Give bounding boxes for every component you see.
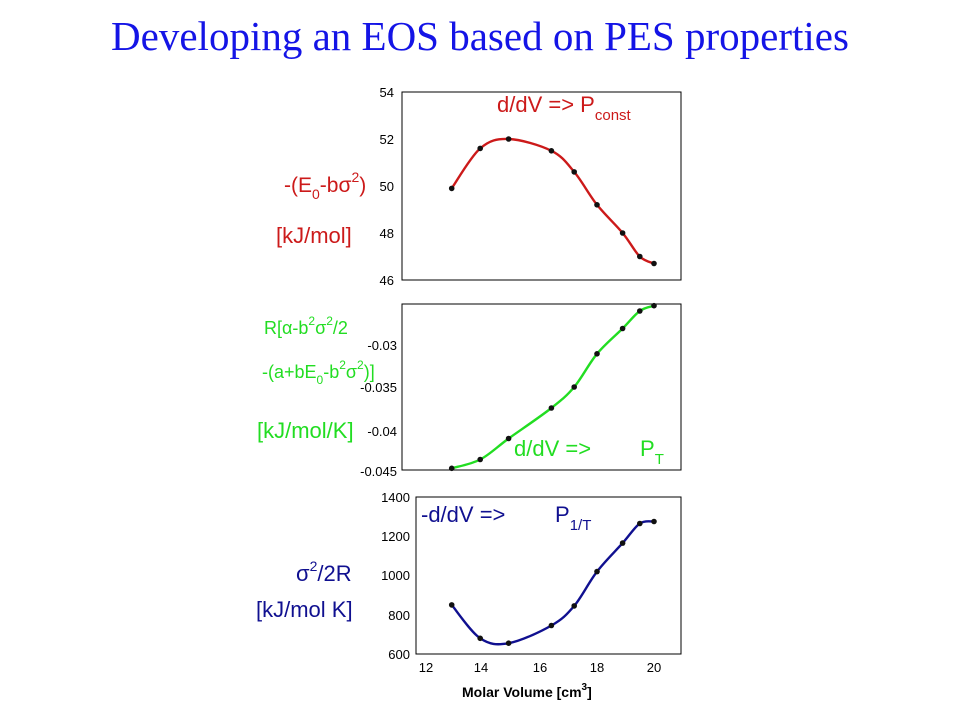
panel3-annotation-target: P1/T: [555, 502, 591, 534]
panel2-data-point: [448, 465, 455, 472]
panel2-data-point: [505, 435, 512, 442]
panel1-data-point: [619, 230, 626, 236]
panel2-data-point: [594, 351, 600, 357]
panel1-ytick-label: 46: [380, 273, 394, 288]
panel2-frame: [401, 303, 682, 471]
panel-entropy: R[α-b2σ2/2 -(a+bE0-b2σ2)] [kJ/mol/K] -0.…: [257, 302, 682, 479]
panel3-ytick-label: 600: [388, 647, 410, 662]
panel3-annotation: -d/dV =>: [421, 502, 505, 527]
panel-sigma: σ2/2R [kJ/mol K] 1400 1200 1000 800 600 …: [256, 490, 682, 700]
panel2-data-point: [548, 405, 555, 411]
panel3-ytick-label: 1200: [381, 529, 410, 544]
panel2-ytick-label: -0.03: [367, 338, 397, 353]
panel1-annotation: d/dV => Pconst: [497, 92, 632, 124]
panel1-data-point: [477, 145, 484, 152]
panel1-data-point: [637, 253, 643, 260]
panel3-ytick-label: 800: [388, 608, 410, 623]
panel2-data-point: [477, 456, 484, 463]
panel3-ytick-label: 1400: [381, 490, 410, 505]
panel-energy: -(E0-bσ2) [kJ/mol] 54 52 50 48 46 d/dV =…: [276, 85, 682, 288]
panel2-points: [448, 302, 657, 472]
panel1-ylabel-line1: -(E0-bσ2): [284, 169, 366, 202]
panel1-points: [448, 136, 657, 267]
panel2-annotation: d/dV =>: [514, 436, 591, 461]
panel1-data-point: [548, 148, 555, 154]
panel1-ytick-label: 52: [380, 132, 394, 147]
panel2-data-point: [637, 308, 643, 314]
panel1-data-point: [571, 169, 577, 175]
panel2-ytick-label: -0.035: [360, 380, 397, 395]
panel3-ytick-label: 1000: [381, 568, 410, 583]
panel3-data-point: [571, 603, 577, 609]
panel3-data-point: [594, 568, 600, 575]
panel2-data-point: [619, 325, 626, 332]
panel3-data-point: [637, 520, 643, 527]
panel3-data-point: [505, 640, 512, 646]
panel3-data-point: [548, 622, 555, 629]
panel1-data-point: [505, 136, 512, 142]
panel2-ylabel-line2: -(a+bE0-b2σ2)]: [262, 358, 375, 387]
xtick-label: 16: [533, 660, 547, 675]
panel3-ylabel-line2: [kJ/mol K]: [256, 597, 353, 622]
panel2-data-point: [651, 302, 657, 309]
panel1-ytick-label: 50: [380, 179, 394, 194]
panel3-data-point: [448, 602, 455, 608]
panel3-data-point: [477, 635, 484, 642]
panel1-data-point: [448, 185, 455, 192]
slide-title: Developing an EOS based on PES propertie…: [111, 13, 849, 59]
panel1-ylabel-line2: [kJ/mol]: [276, 223, 352, 248]
xtick-label: 14: [474, 660, 488, 675]
xtick-label: 12: [419, 660, 433, 675]
panel3-data-point: [651, 518, 657, 525]
panel3-frame: [415, 496, 682, 655]
panel2-ylabel-line3: [kJ/mol/K]: [257, 418, 354, 443]
panel2-ytick-label: -0.045: [360, 464, 397, 479]
panel3-data-point: [619, 540, 626, 546]
panel1-data-point: [651, 260, 657, 267]
panel3-points: [448, 518, 657, 646]
panel2-data-point: [571, 384, 577, 390]
panel2-ytick-label: -0.04: [367, 424, 397, 439]
panel2-ylabel-line1: R[α-b2σ2/2: [264, 314, 348, 338]
panel1-ytick-label: 48: [380, 226, 394, 241]
xtick-label: 18: [590, 660, 604, 675]
panel1-y-axis: 54 52 50 48 46: [380, 85, 394, 288]
panel2-annotation-target: PT: [640, 436, 664, 468]
panel3-ylabel-line1: σ2/2R: [296, 558, 352, 586]
panel1-frame: [401, 91, 682, 281]
xtick-label: 20: [647, 660, 661, 675]
panel1-ytick-label: 54: [380, 85, 394, 100]
panel2-y-axis: -0.045 -0.04 -0.035 -0.03: [360, 338, 397, 479]
x-axis-label: Molar Volume [cm3]: [462, 682, 592, 700]
panel1-series-line: [450, 137, 655, 265]
panel1-data-point: [594, 202, 600, 208]
panel3-x-axis: 12 14 16 18 20: [419, 660, 661, 675]
panel3-y-axis: 1400 1200 1000 800 600: [381, 490, 410, 662]
